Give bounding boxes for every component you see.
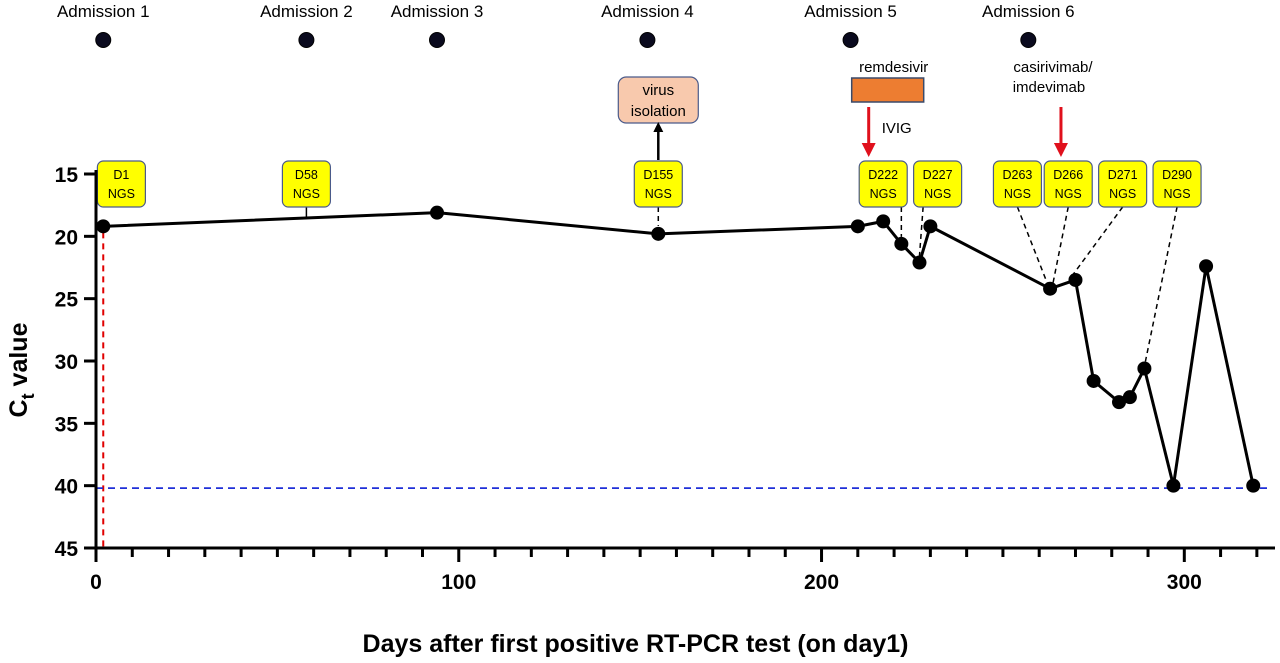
data-point-14 bbox=[1137, 361, 1152, 376]
data-point-3 bbox=[651, 226, 666, 241]
ngs-labels: D1 NGS D58 NGS D155 NGS D222 NGS D227 NGS D263 NGS D… bbox=[96, 160, 1202, 208]
ngs-day-d155: D155 bbox=[643, 168, 673, 182]
data-point-13 bbox=[1122, 390, 1137, 405]
data-point-6 bbox=[894, 236, 909, 251]
x-tick-label-300: 300 bbox=[1167, 571, 1202, 594]
admission-dot-5 bbox=[842, 32, 859, 48]
ct-series bbox=[96, 205, 1261, 493]
ngs-day-d1: D1 bbox=[113, 168, 129, 182]
admission-dot-6 bbox=[1020, 32, 1037, 48]
y-axis-title: Ct value bbox=[5, 322, 38, 417]
y-axis-title-sub: t bbox=[18, 393, 38, 399]
admission-dot-2 bbox=[298, 32, 315, 48]
ngs-connectors bbox=[305, 206, 1178, 362]
ngs-tag-d290: NGS bbox=[1164, 187, 1191, 201]
x-tick-label-200: 200 bbox=[804, 571, 839, 594]
axes: 15 20 25 30 35 40 45 0 100 200 300 Days after first… bbox=[5, 164, 1275, 658]
ngs-box-d263 bbox=[992, 160, 1043, 208]
data-point-2 bbox=[430, 205, 445, 220]
data-point-10 bbox=[1068, 272, 1083, 287]
ngs-day-d227: D227 bbox=[923, 168, 953, 182]
y-tick-label-25: 25 bbox=[55, 289, 79, 312]
ivig-label: IVIG bbox=[882, 120, 912, 137]
ngs-box-d227 bbox=[913, 160, 963, 208]
ngs-day-d58: D58 bbox=[295, 168, 318, 182]
admission-dot-1 bbox=[95, 32, 112, 48]
data-point-1 bbox=[96, 219, 111, 234]
admission-label-2: Admission 2 bbox=[260, 2, 353, 21]
ngs-tag-d227: NGS bbox=[924, 187, 951, 201]
ngs-day-d222: D222 bbox=[868, 168, 898, 182]
treatment-annotations: virus isolation remdesivir IVIG casirivimab/… bbox=[617, 59, 1093, 160]
admission-label-4: Admission 4 bbox=[601, 2, 694, 21]
ngs-tag-d155: NGS bbox=[645, 187, 672, 201]
x-tick-label-100: 100 bbox=[441, 571, 476, 594]
data-point-11 bbox=[1086, 373, 1101, 388]
ngs-box-d271 bbox=[1098, 160, 1148, 208]
data-point-12 bbox=[1112, 395, 1127, 410]
x-axis-title: Days after first positive RT-PCR test (o… bbox=[363, 630, 909, 658]
y-axis-title-main: C bbox=[5, 399, 33, 417]
admission-label-5: Admission 5 bbox=[804, 2, 897, 21]
virus-isolation-text-2: isolation bbox=[631, 103, 686, 120]
reference-lines bbox=[96, 221, 1268, 548]
ngs-day-d290: D290 bbox=[1162, 168, 1192, 182]
admission-dot-3 bbox=[429, 32, 446, 48]
admission-row: Admission 1 Admission 2 Admission 3 Admissi… bbox=[57, 2, 1075, 48]
data-point-5 bbox=[876, 214, 891, 229]
remdesivir-label: remdesivir bbox=[859, 59, 928, 76]
x-tick-label-0: 0 bbox=[90, 571, 102, 594]
admission-label-1: Admission 1 bbox=[57, 2, 150, 21]
casirivimab-label-2: imdevimab bbox=[1013, 79, 1086, 96]
data-point-17 bbox=[1246, 478, 1261, 493]
ngs-tag-d1: NGS bbox=[108, 187, 135, 201]
data-point-7 bbox=[912, 255, 927, 270]
ngs-tag-d263: NGS bbox=[1004, 187, 1031, 201]
ngs-tag-d222: NGS bbox=[870, 187, 897, 201]
ngs-day-d263: D263 bbox=[1002, 168, 1032, 182]
connector-d290 bbox=[1144, 206, 1178, 362]
connector-d227 bbox=[918, 206, 924, 256]
ct-series-line bbox=[103, 211, 1255, 488]
ngs-tag-d266: NGS bbox=[1055, 187, 1082, 201]
ngs-day-d271: D271 bbox=[1108, 168, 1138, 182]
y-tick-label-30: 30 bbox=[55, 351, 78, 374]
ngs-day-d266: D266 bbox=[1053, 168, 1083, 182]
connector-d266 bbox=[1052, 206, 1069, 283]
ngs-tag-d271: NGS bbox=[1109, 187, 1136, 201]
y-tick-label-20: 20 bbox=[55, 226, 78, 249]
admission-label-3: Admission 3 bbox=[391, 2, 484, 21]
connector-d263 bbox=[1016, 206, 1048, 283]
y-tick-label-40: 40 bbox=[55, 476, 78, 499]
data-point-15 bbox=[1166, 478, 1181, 493]
y-axis-title-suffix: value bbox=[5, 322, 33, 393]
ngs-tag-d58: NGS bbox=[293, 187, 320, 201]
ngs-box-d58 bbox=[281, 160, 332, 208]
ngs-box-d266 bbox=[1043, 160, 1093, 208]
y-tick-label-15: 15 bbox=[55, 164, 79, 187]
admission-label-6: Admission 6 bbox=[982, 2, 1075, 21]
data-point-16 bbox=[1199, 259, 1214, 274]
data-point-8 bbox=[923, 219, 938, 234]
ngs-box-d222 bbox=[858, 160, 908, 208]
data-point-4 bbox=[850, 219, 865, 234]
ngs-box-d290 bbox=[1152, 160, 1202, 208]
virus-isolation-text-1: virus bbox=[642, 82, 674, 99]
connector-d271 bbox=[1072, 206, 1124, 275]
y-tick-label-45: 45 bbox=[55, 538, 79, 561]
data-point-9 bbox=[1043, 281, 1058, 296]
ngs-box-d155 bbox=[633, 160, 683, 208]
admission-dot-4 bbox=[639, 32, 656, 48]
remdesivir-bar bbox=[850, 77, 925, 103]
casirivimab-label-1: casirivimab/ bbox=[1013, 59, 1093, 76]
y-tick-label-35: 35 bbox=[55, 413, 79, 436]
